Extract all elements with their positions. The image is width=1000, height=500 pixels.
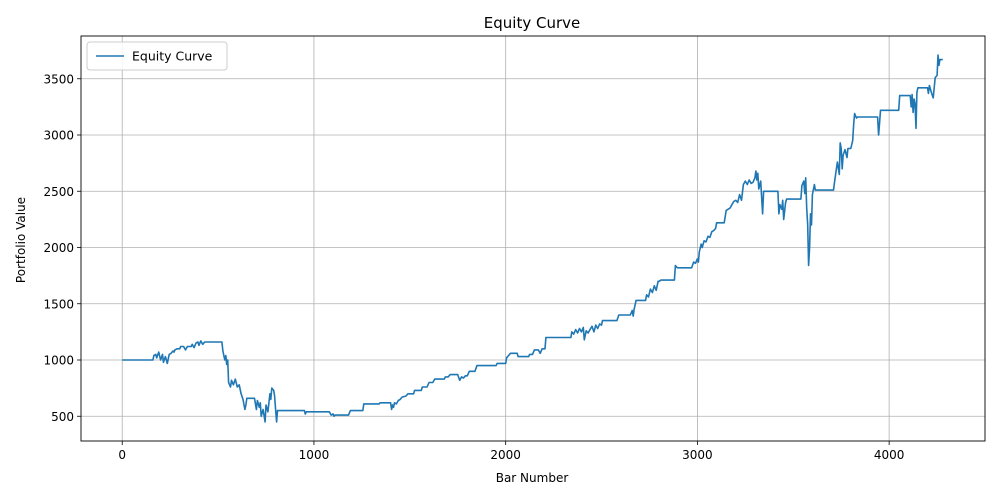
y-tick-label: 2000 xyxy=(43,241,74,255)
y-tick-label: 2500 xyxy=(43,185,74,199)
x-tick-label: 4000 xyxy=(874,448,905,462)
grid xyxy=(81,36,985,441)
plot-frame xyxy=(80,35,986,442)
y-tick-label: 1000 xyxy=(43,354,74,368)
y-tick-label: 3000 xyxy=(43,129,74,143)
y-axis-label: Portfolio Value xyxy=(14,197,28,283)
x-tick-label: 3000 xyxy=(682,448,713,462)
y-tick-label: 3500 xyxy=(43,72,74,86)
legend-label-equity-curve: Equity Curve xyxy=(132,49,213,64)
legend: Equity Curve xyxy=(86,41,228,71)
series-line-equity-curve xyxy=(122,54,943,423)
x-axis-label: Bar Number xyxy=(496,471,569,485)
x-tick-label: 1000 xyxy=(299,448,330,462)
x-tick-label: 2000 xyxy=(490,448,521,462)
plot-data xyxy=(122,54,943,423)
y-tick-label: 500 xyxy=(51,410,74,424)
chart-title: Equity Curve xyxy=(484,14,580,32)
axis-ticks: 0 1000 2000 3000 4000 500 1000 1500 2000 2500 3000… xyxy=(43,72,904,462)
legend-box xyxy=(86,41,228,71)
x-tick-label: 0 xyxy=(118,448,126,462)
y-tick-label: 1500 xyxy=(43,297,74,311)
